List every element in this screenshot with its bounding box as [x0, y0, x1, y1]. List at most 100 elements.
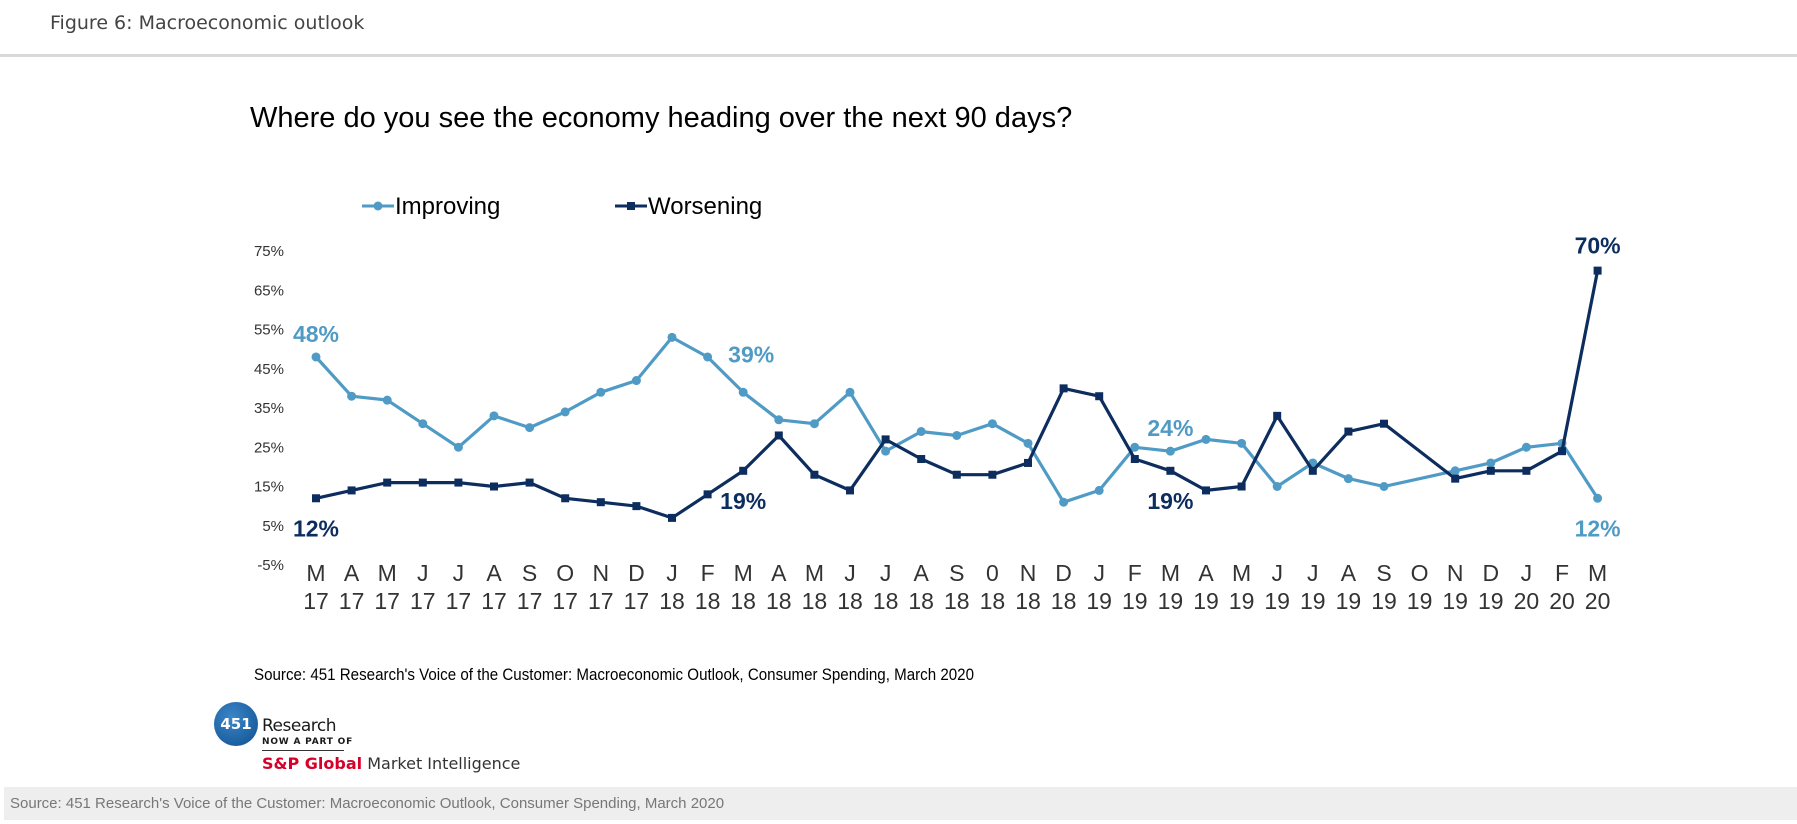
point-worsening [703, 490, 712, 499]
series-line-improving [314, 335, 1599, 504]
point-worsening [1344, 427, 1353, 436]
footer-bar: Source: 451 Research's Voice of the Cust… [4, 787, 1797, 820]
x-tick-year: 17 [446, 588, 472, 614]
x-tick-year: 20 [1549, 588, 1575, 614]
point-worsening [774, 431, 783, 440]
y-tick-label: 35% [254, 400, 284, 417]
data-label-improving: 39% [728, 341, 774, 367]
x-tick-year: 18 [730, 588, 756, 614]
point-improving [845, 387, 855, 397]
x-tick-month: A [344, 560, 360, 586]
point-worsening [1486, 466, 1495, 475]
y-tick-label: 45% [254, 361, 284, 378]
logo-badge: 451 [214, 702, 258, 746]
y-tick-label: 75% [254, 243, 284, 260]
x-tick-year: 18 [980, 588, 1006, 614]
data-label-worsening: 70% [1575, 233, 1621, 259]
x-tick-year: 18 [659, 588, 685, 614]
point-improving [1343, 474, 1353, 484]
x-tick-year: 18 [837, 588, 863, 614]
x-tick-year: 18 [1015, 588, 1041, 614]
point-worsening [418, 478, 427, 487]
data-label-improving: 48% [293, 321, 339, 347]
logo-divider [262, 750, 344, 751]
point-improving [987, 419, 997, 429]
point-improving [560, 407, 570, 417]
point-worsening [1558, 447, 1566, 456]
point-worsening [1308, 466, 1317, 475]
point-worsening [1202, 486, 1210, 495]
point-worsening [1059, 384, 1068, 393]
x-tick-year: 20 [1585, 588, 1611, 614]
point-worsening [561, 494, 570, 503]
x-tick-year: 17 [481, 588, 507, 614]
point-worsening [988, 470, 997, 479]
x-tick-year: 17 [339, 588, 365, 614]
legend-marker-worsening [627, 202, 635, 210]
point-improving [489, 411, 499, 421]
x-tick-month: J [1521, 560, 1533, 586]
x-tick-month: F [1128, 560, 1142, 586]
y-tick-label: 5% [262, 518, 284, 535]
y-tick-label: 15% [254, 479, 284, 496]
point-worsening [1166, 466, 1175, 475]
point-worsening [525, 478, 534, 487]
x-tick-month: A [771, 560, 787, 586]
point-worsening [1593, 266, 1602, 275]
point-improving [631, 376, 641, 386]
point-worsening [1522, 466, 1531, 475]
x-tick-month: A [1341, 560, 1357, 586]
point-improving [1130, 442, 1140, 452]
legend-item-worsening: Worsening [615, 193, 762, 220]
point-worsening [1095, 392, 1104, 401]
x-tick-month: A [914, 560, 930, 586]
x-tick-year: 19 [1478, 588, 1504, 614]
x-tick-month: M [734, 560, 753, 586]
point-improving [596, 387, 606, 397]
data-label-layer: 48% 39% 24% 12% 12% 19% 19% 70% [293, 233, 1621, 542]
logo-now-part-of: NOW A PART OF [262, 737, 354, 747]
legend: Improving Worsening [362, 193, 762, 220]
x-tick-month: F [701, 560, 715, 586]
logo-sp-global: S&P Global Market Intelligence [262, 754, 520, 773]
x-tick-month: J [1307, 560, 1319, 586]
x-tick-month: N [592, 560, 609, 586]
point-worsening [846, 486, 854, 495]
x-tick-month: J [417, 560, 429, 586]
legend-label-worsening: Worsening [648, 193, 762, 220]
x-tick-year: 19 [1442, 588, 1468, 614]
x-tick-year: 18 [1051, 588, 1077, 614]
x-tick-month: D [1482, 560, 1499, 586]
x-tick-year: 17 [588, 588, 614, 614]
chart-source: Source: 451 Research's Voice of the Cust… [254, 665, 974, 684]
x-tick-year: 17 [624, 588, 650, 614]
point-worsening [490, 482, 498, 491]
point-improving [1059, 497, 1069, 507]
x-tick-month: J [844, 560, 856, 586]
x-tick-month: J [1271, 560, 1283, 586]
x-tick-month: S [949, 560, 964, 586]
series-line-worsening [315, 270, 1600, 520]
x-tick-month: N [1020, 560, 1037, 586]
legend-marker-improving [373, 201, 383, 211]
point-improving [1023, 438, 1033, 448]
point-worsening [952, 470, 961, 479]
data-label-worsening: 19% [720, 488, 766, 514]
x-tick-month: M [1588, 560, 1607, 586]
x-tick-year: 18 [802, 588, 828, 614]
x-tick-month: J [453, 560, 465, 586]
x-tick-year: 19 [1336, 588, 1362, 614]
point-improving [382, 395, 392, 405]
y-tick-label: 65% [254, 282, 284, 299]
point-worsening [454, 478, 463, 487]
x-tick-year: 19 [1158, 588, 1184, 614]
point-worsening [632, 502, 641, 511]
x-tick-month: A [486, 560, 502, 586]
x-tick-month: O [1411, 560, 1429, 586]
point-worsening [810, 470, 819, 479]
point-improving [453, 442, 463, 452]
x-tick-month: M [1232, 560, 1251, 586]
point-worsening [1380, 419, 1388, 428]
y-tick-label: 25% [254, 439, 284, 456]
